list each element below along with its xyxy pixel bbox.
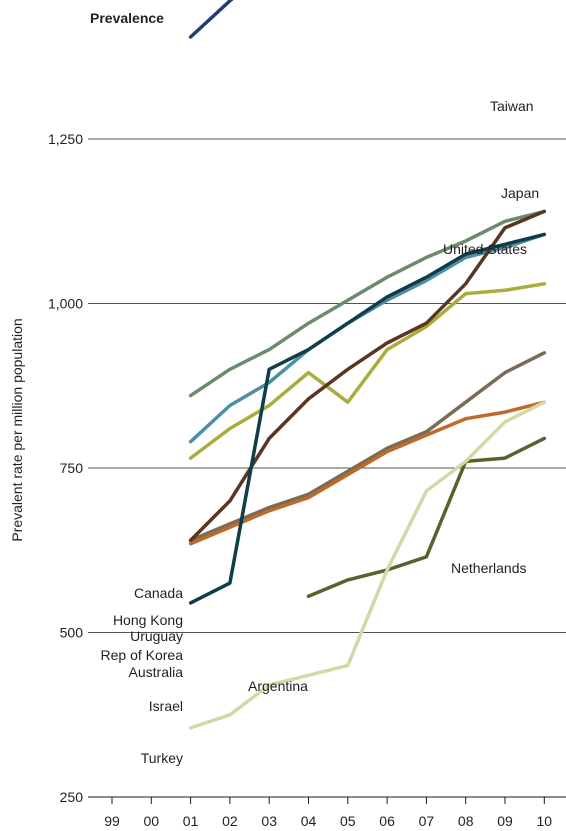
- x-tick-label: 02: [222, 813, 238, 829]
- series-line-australia: [188, 400, 547, 546]
- x-tick-label: 10: [537, 813, 553, 829]
- chart-title: Prevalence: [90, 10, 164, 26]
- x-tick-label: 09: [497, 813, 513, 829]
- x-tick-label: 06: [379, 813, 395, 829]
- x-tick-label: 05: [340, 813, 356, 829]
- series-lines: [188, 0, 547, 730]
- y-axis-ticks: 2505007501,0001,2501,5001,7502,0002,2502…: [48, 131, 84, 805]
- series-label-japan: Japan: [501, 185, 539, 201]
- series-label-uruguay: Uruguay: [130, 628, 183, 644]
- y-axis-title: Prevalent rate per million population: [9, 318, 25, 541]
- series-label-hong-kong: Hong Kong: [113, 612, 183, 628]
- y-tick-label: 1,000: [48, 296, 83, 312]
- x-tick-label: 03: [261, 813, 277, 829]
- x-tick-label: 08: [458, 813, 474, 829]
- x-axis: 99 00 01 02 03 04 05 06 07 08 09 10: [88, 796, 566, 829]
- x-tick-label: 00: [144, 813, 160, 829]
- series-line-uruguay: [188, 282, 547, 460]
- gridlines: [88, 138, 566, 633]
- series-line-argentina: [306, 436, 547, 599]
- y-tick-label: 250: [60, 789, 84, 805]
- series-labels: Taiwan Japan United States Canada Hong KongU…: [101, 98, 540, 766]
- series-line-hong-kong: [188, 232, 547, 444]
- x-tick-label: 07: [419, 813, 435, 829]
- y-tick-label: 750: [60, 460, 84, 476]
- series-label-turkey: Turkey: [141, 750, 183, 766]
- series-label-australia: Australia: [129, 664, 184, 680]
- x-tick-label: 04: [301, 813, 317, 829]
- series-label-canada: Canada: [134, 585, 183, 601]
- series-line-united-states: [188, 0, 234, 39]
- series-label-taiwan: Taiwan: [490, 98, 534, 114]
- x-tick-label: 99: [104, 813, 120, 829]
- series-label-israel: Israel: [149, 698, 183, 714]
- series-label-united-states: United States: [443, 241, 527, 257]
- y-tick-label: 1,250: [48, 131, 83, 147]
- series-line-israel: [188, 232, 547, 605]
- series-label-rep-of-korea: Rep of Korea: [101, 647, 184, 663]
- series-line-turkey: [188, 400, 547, 730]
- y-tick-label: 500: [60, 625, 84, 641]
- series-line-netherlands: [188, 351, 547, 543]
- series-label-netherlands: Netherlands: [451, 560, 527, 576]
- series-label-argentina: Argentina: [248, 678, 308, 694]
- x-tick-label: 01: [183, 813, 199, 829]
- series-line-canada: [188, 209, 547, 398]
